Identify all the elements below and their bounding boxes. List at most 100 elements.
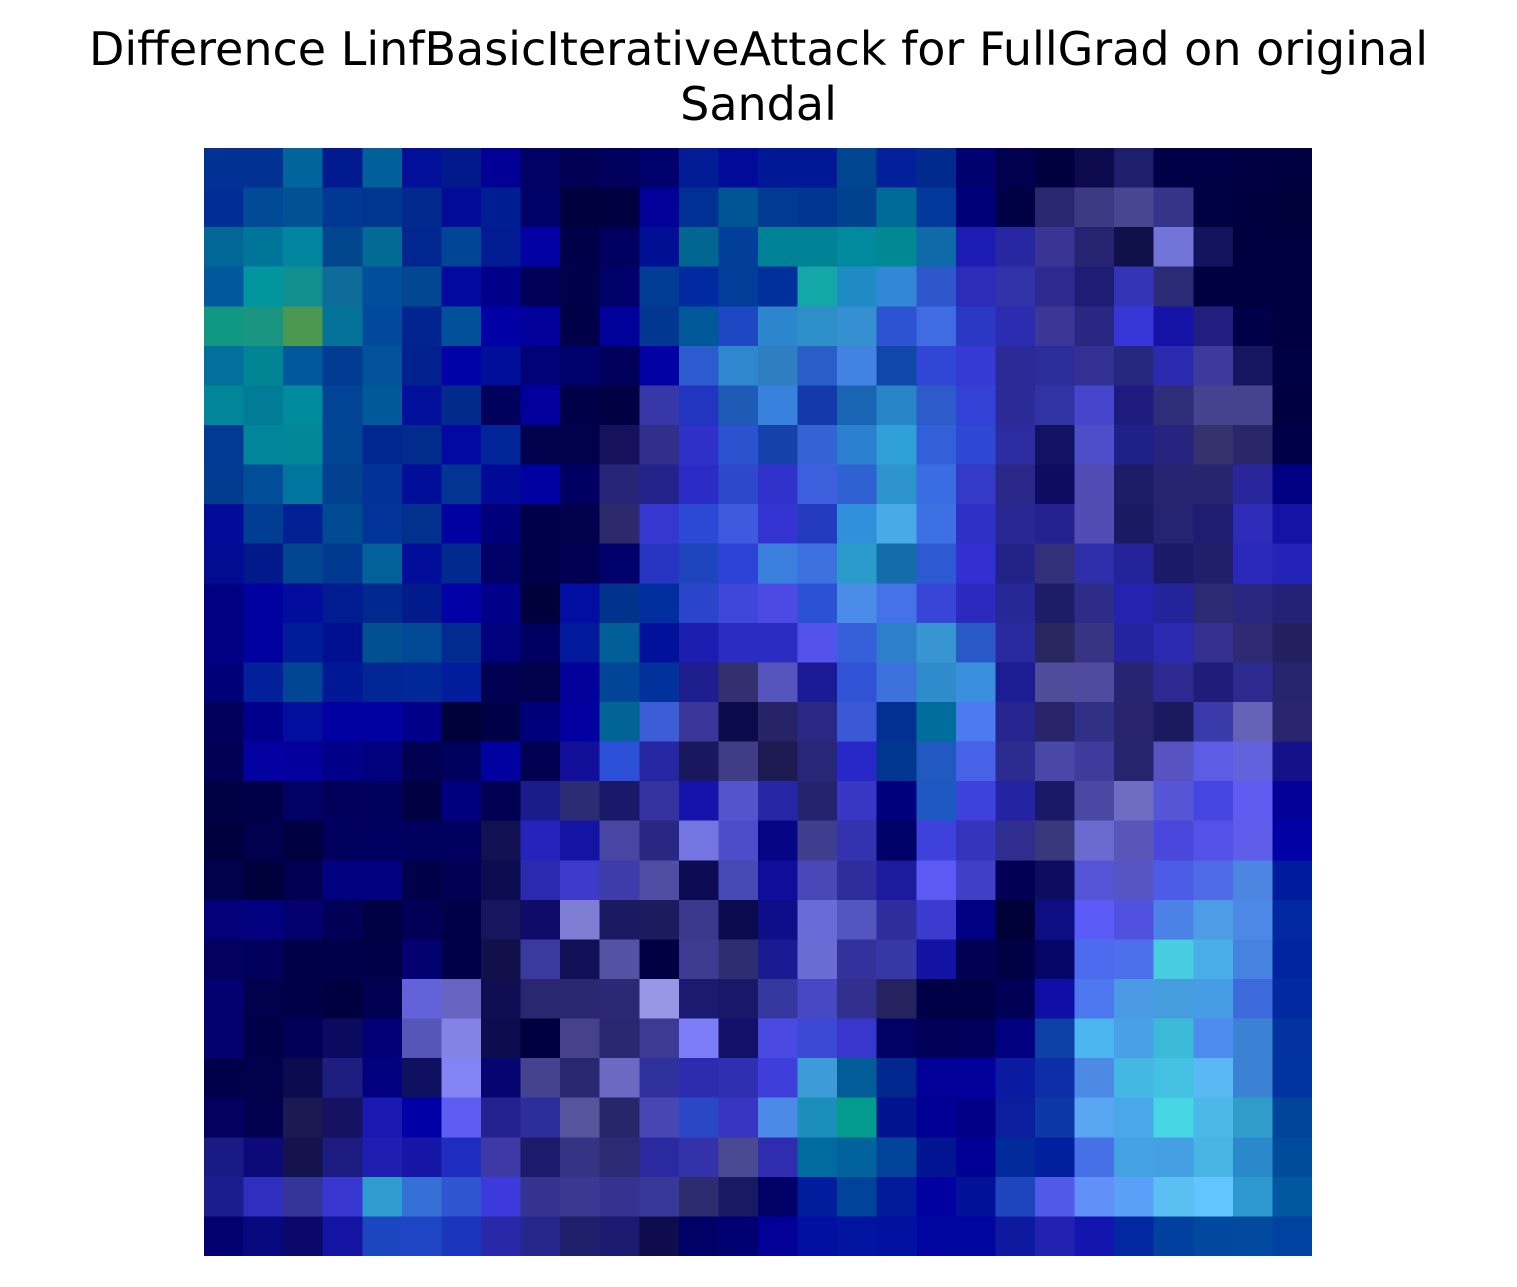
heatmap-cell [560, 939, 601, 980]
heatmap-cell [243, 425, 284, 466]
heatmap-cell [520, 425, 561, 466]
heatmap-cell [718, 939, 759, 980]
heatmap-cell [1153, 1058, 1194, 1099]
heatmap-cell [204, 1097, 245, 1138]
heatmap-cell [520, 464, 561, 505]
heatmap-cell [362, 939, 403, 980]
heatmap-cell [1153, 306, 1194, 347]
heatmap-cell [599, 939, 640, 980]
heatmap-cell [1035, 543, 1076, 584]
heatmap-cell [955, 820, 997, 861]
heatmap-cell [481, 227, 522, 268]
heatmap-cell [797, 781, 838, 822]
heatmap-cell [678, 1018, 720, 1059]
heatmap-cell [837, 1058, 878, 1099]
heatmap-cell [1272, 266, 1312, 307]
heatmap-cell [1035, 227, 1076, 268]
heatmap-cell [639, 1097, 680, 1138]
heatmap-cell [1035, 662, 1076, 703]
heatmap-cell [362, 1018, 403, 1059]
heatmap-cell [520, 227, 561, 268]
heatmap-cell [243, 266, 284, 307]
heatmap-cell [639, 979, 680, 1020]
heatmap-cell [560, 1176, 601, 1218]
heatmap-cell [1232, 543, 1274, 584]
heatmap-cell [916, 662, 957, 703]
heatmap-cell [1153, 899, 1194, 941]
heatmap-cell [1114, 741, 1155, 782]
heatmap-cell [401, 702, 443, 743]
heatmap-cell [1193, 1176, 1234, 1218]
heatmap-cell [481, 741, 522, 782]
heatmap-cell [599, 741, 640, 782]
heatmap-cell [1193, 662, 1234, 703]
heatmap-cell [322, 1176, 363, 1218]
heatmap-cell [1272, 543, 1312, 584]
heatmap-cell [520, 741, 561, 782]
heatmap-cell [401, 1058, 443, 1099]
heatmap-cell [1193, 345, 1234, 387]
heatmap-cell [401, 1216, 443, 1256]
heatmap-cell [560, 860, 601, 901]
heatmap-cell [283, 583, 324, 624]
heatmap-cell [401, 148, 443, 189]
heatmap-cell [837, 464, 878, 505]
heatmap-cell [758, 543, 799, 584]
heatmap-cell [481, 187, 522, 228]
heatmap-cell [1114, 662, 1155, 703]
heatmap-cell [1232, 1018, 1274, 1059]
heatmap-cell [441, 504, 482, 545]
heatmap-cell [718, 741, 759, 782]
heatmap-cell [599, 464, 640, 505]
heatmap-cell [243, 1018, 284, 1059]
heatmap-cell [1074, 425, 1115, 466]
heatmap-cell [639, 622, 680, 664]
heatmap-cell [1153, 1216, 1194, 1256]
heatmap-cell [639, 385, 680, 426]
heatmap-cell [718, 662, 759, 703]
heatmap-cell [1114, 464, 1155, 505]
heatmap-cell [718, 979, 759, 1020]
heatmap-cell [916, 583, 957, 624]
heatmap-cell [797, 662, 838, 703]
heatmap-cell [1193, 820, 1234, 861]
heatmap-cell [995, 1018, 1036, 1059]
heatmap-cell [916, 1018, 957, 1059]
heatmap-cell [1153, 543, 1194, 584]
heatmap-cell [520, 820, 561, 861]
heatmap-cell [1035, 939, 1076, 980]
heatmap-cell [1074, 1097, 1115, 1138]
heatmap-cell [362, 1176, 403, 1218]
heatmap-cell [481, 464, 522, 505]
heatmap-cell [283, 622, 324, 664]
heatmap-cell [401, 1018, 443, 1059]
heatmap-cell [876, 583, 917, 624]
heatmap-cell [639, 939, 680, 980]
heatmap-cell [1232, 860, 1274, 901]
heatmap-cell [560, 1097, 601, 1138]
heatmap-cell [481, 1058, 522, 1099]
heatmap-cell [1074, 306, 1115, 347]
heatmap-cell [1035, 504, 1076, 545]
heatmap-cell [560, 622, 601, 664]
heatmap-cell [876, 227, 917, 268]
heatmap-cell [837, 306, 878, 347]
heatmap-cell [520, 1018, 561, 1059]
heatmap-cell [678, 187, 720, 228]
heatmap-cell [441, 187, 482, 228]
heatmap-cell [1232, 820, 1274, 861]
heatmap-cell [916, 899, 957, 941]
heatmap-cell [362, 622, 403, 664]
heatmap-cell [678, 504, 720, 545]
heatmap-cell [560, 266, 601, 307]
heatmap-cell [481, 979, 522, 1020]
heatmap-cell [401, 504, 443, 545]
heatmap-cell [401, 1097, 443, 1138]
heatmap-cell [955, 860, 997, 901]
heatmap-cell [322, 227, 363, 268]
heatmap-cell [955, 385, 997, 426]
heatmap-cell [916, 1216, 957, 1256]
heatmap-cell [520, 979, 561, 1020]
heatmap-cell [876, 820, 917, 861]
heatmap-cell [1272, 1097, 1312, 1138]
